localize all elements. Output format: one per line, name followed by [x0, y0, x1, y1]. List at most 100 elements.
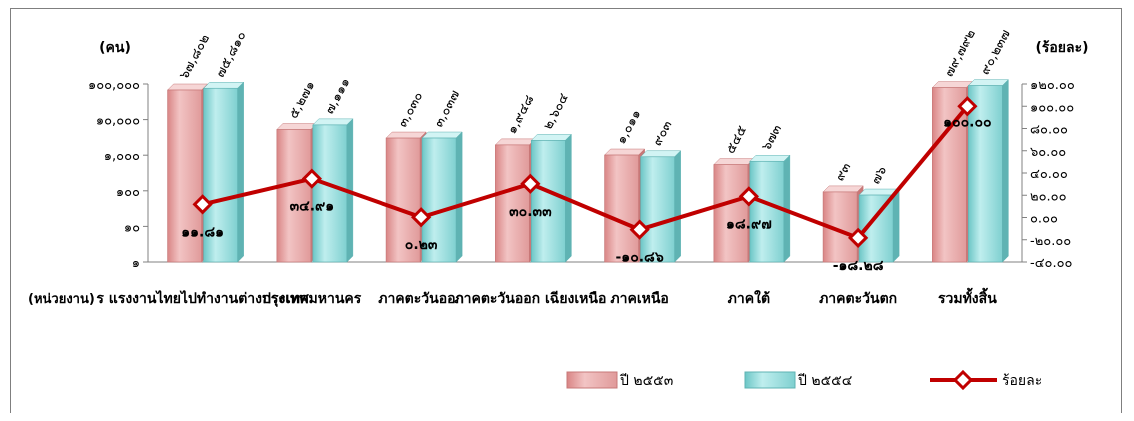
- left-tick-label: ๑,๐๐๐: [104, 149, 140, 164]
- bar-2553-value-label: ๓,๐๓๐: [395, 89, 426, 129]
- right-tick-label: ๑๒๐.๐๐: [1030, 78, 1075, 93]
- bar-2554-value-label: ๗๕,๘๑๐: [213, 29, 250, 80]
- bar-2553-value-label: ๑,๙๔๘: [505, 93, 538, 137]
- percent-marker: [411, 207, 432, 228]
- bar-top: [494, 138, 536, 146]
- percent-value-label: ๐.๒๓: [405, 237, 438, 253]
- bar-2553-value-label: ๖๗,๘๐๒: [177, 32, 213, 82]
- bar-2554: [531, 140, 566, 263]
- bar-top: [822, 185, 864, 193]
- category-label: ภาคเหนือ: [610, 291, 668, 307]
- right-tick-label: -๔๐.๐๐: [1030, 256, 1073, 271]
- chart-frame: [10, 8, 1122, 413]
- percent-value-label: ๑๑.๘๑: [181, 224, 224, 240]
- bar-side: [237, 81, 244, 263]
- legend-swatch-2553: [566, 371, 618, 389]
- legend-label-2554: ปี ๒๕๕๔: [798, 373, 853, 389]
- bar-2553-value-label: ๑,๐๑๑: [614, 107, 645, 147]
- bar-2553: [167, 89, 202, 263]
- bar-side: [1002, 78, 1009, 263]
- category-label: ภาคใต้: [728, 289, 770, 307]
- percent-value-label: ๓๔.๙๑: [290, 199, 335, 215]
- bar-side: [892, 188, 900, 263]
- right-tick-label: ๖๐.๐๐: [1030, 145, 1066, 160]
- category-label: ภาคตะวันตก: [819, 291, 897, 307]
- percent-marker: [738, 186, 759, 207]
- bar-top: [604, 148, 646, 156]
- percent-value-label: -๑๘.๒๘: [833, 258, 884, 274]
- right-tick-label: ๘๐.๐๐: [1030, 123, 1068, 138]
- bar-2554: [968, 85, 1003, 263]
- bar-top: [203, 82, 245, 89]
- bar-2553: [604, 154, 639, 263]
- bar-top: [931, 81, 973, 88]
- bar-top: [749, 155, 791, 162]
- bar-2554: [203, 87, 238, 263]
- axes-layer: ๑ ๑๐ ๑๐๐ ๑,๐๐๐ ๑๐,๐๐๐ ๑๐๐,๐๐๐ -๔๐.๐๐ -๒๐.๐๐ ๐.๐๐…: [28, 40, 1089, 307]
- bar-side: [455, 131, 463, 263]
- right-tick-label: ๐.๐๐: [1030, 212, 1058, 227]
- bar-2553-value-label: ๕๔๕: [723, 123, 750, 156]
- bar-2554-value-label: ๙๐,๒๓๗: [978, 27, 1014, 77]
- bar-top: [385, 131, 427, 139]
- right-axis-title: (ร้อยละ): [1035, 40, 1088, 56]
- percent-value-label: ๓๐.๓๓: [509, 204, 552, 220]
- bar-2553-value-label: ๙๓: [832, 160, 854, 183]
- bar-2553: [822, 191, 858, 263]
- percent-marker: [848, 227, 869, 248]
- bar-top: [967, 79, 1009, 86]
- right-tick-label: ๑๐๐.๐๐: [1030, 100, 1074, 115]
- legend-swatch-2554: [744, 371, 796, 389]
- bar-top: [530, 134, 572, 141]
- bar-2553: [385, 137, 421, 263]
- bar-2554-value-label: ๗,๑๑๑: [322, 76, 353, 117]
- bars-layer: [167, 78, 1009, 263]
- legend-label-2553: ปี ๒๕๕๓: [620, 373, 674, 389]
- bar-2554-value-label: ๙๐๓: [650, 118, 676, 148]
- bar-2554: [421, 137, 457, 263]
- left-tick-label: ๑๐: [124, 220, 140, 235]
- bar-top: [312, 118, 354, 126]
- percent-line: [202, 104, 969, 241]
- legend-label-percent: ร้อยละ: [1002, 373, 1042, 389]
- percent-marker: [957, 96, 978, 117]
- percent-value-label: ๑๘.๙๗: [726, 216, 772, 232]
- bar-2554-value-label: ๖๗๓: [759, 122, 785, 153]
- line-layer: [192, 96, 978, 248]
- left-tick-label: ๑: [132, 256, 140, 271]
- bar-top: [167, 83, 209, 91]
- right-tick-label: -๒๐.๐๐: [1030, 234, 1071, 249]
- category-label: รวมทั้งสิ้น: [938, 287, 997, 307]
- right-tick-label: ๒๐.๐๐: [1030, 189, 1067, 204]
- percent-value-label: -๑๐.๘๖: [616, 250, 664, 266]
- bar-2553: [495, 144, 530, 263]
- left-tick-label: ๑๐๐,๐๐๐: [88, 78, 140, 93]
- bar-2553-value-label: ๗๙,๗๙๒: [942, 27, 979, 79]
- left-tick-label: ๑๐๐: [116, 185, 140, 200]
- percent-marker: [520, 173, 541, 194]
- bar-2554: [640, 156, 675, 263]
- bar-top: [640, 150, 682, 158]
- percent-marker: [301, 168, 322, 189]
- bar-2554: [312, 124, 348, 263]
- bar-2553: [276, 129, 312, 263]
- category-label: กรุงเทพมหานคร: [262, 291, 361, 307]
- legend-marker-percent: [952, 369, 974, 391]
- bar-2554: [749, 160, 785, 263]
- category-label: ร แรงงานไทยไปทำงานต่างประเทศ: [96, 289, 310, 307]
- category-label: ภาคตะวันออก เฉียงเหนือ: [454, 291, 606, 307]
- bar-2554-value-label: ๗๖: [868, 164, 890, 187]
- bar-2554-value-label: ๓,๐๓๗: [431, 88, 463, 130]
- left-tick-label: ๑๐,๐๐๐: [96, 114, 140, 129]
- percent-marker: [629, 219, 650, 240]
- bar-2553-value-label: ๕,๒๗๑: [286, 79, 318, 122]
- category-label: ภาคตะวันออก: [378, 291, 464, 307]
- percent-marker: [192, 194, 213, 215]
- legend: ปี ๒๕๕๓ ปี ๒๕๕๔ ร้อยละ: [566, 369, 1042, 391]
- percent-value-label: ๑๐๐.๐๐: [943, 114, 991, 130]
- bar-top: [713, 158, 755, 165]
- bar-top: [421, 131, 463, 139]
- left-axis-title: (คน): [99, 40, 131, 56]
- x-axis-title: (หน่วยงาน): [28, 292, 95, 307]
